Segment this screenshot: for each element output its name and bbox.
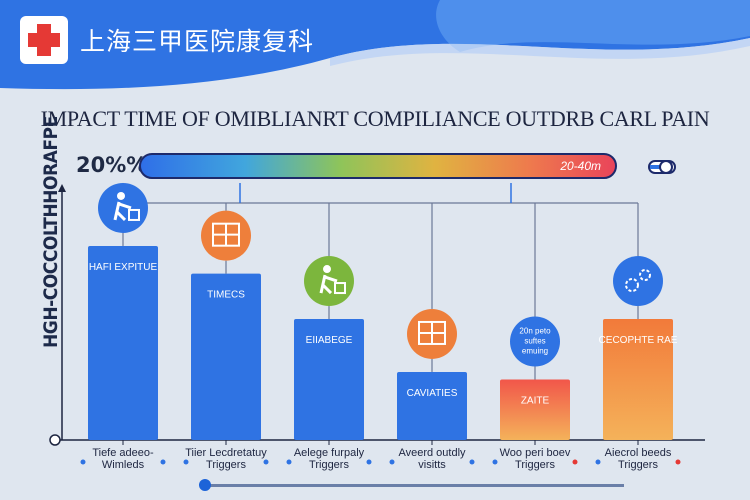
y-axis-arrow <box>58 184 66 192</box>
toggle-switch-icon[interactable] <box>648 157 676 177</box>
bar <box>603 319 673 440</box>
category-label: Woo peri boev <box>500 447 571 459</box>
marker-dot <box>263 459 269 465</box>
icon-text: 20n peto <box>519 327 551 336</box>
marker-dot <box>469 459 475 465</box>
bar <box>500 379 570 440</box>
person-exercise-icon <box>304 256 354 307</box>
marker-dot <box>160 459 166 465</box>
chart-title: IMPACT TIME OF OMIBLIANRT COMPILIANCE OU… <box>40 106 710 131</box>
hospital-logo <box>20 16 68 64</box>
brand-name: 上海三甲医院康复科 <box>80 27 315 56</box>
bottom-slider-knob[interactable] <box>199 479 211 491</box>
bar-label: CECOPHTE RAE <box>599 335 678 346</box>
marker-dot <box>572 459 578 465</box>
bottom-slider-track[interactable] <box>204 484 624 487</box>
category-label: visitts <box>418 459 446 471</box>
icon-glyph <box>117 191 125 200</box>
range-label: 20-40m <box>560 159 601 173</box>
bar-label: TIMECS <box>207 290 245 301</box>
category-label: Triggers <box>206 459 246 471</box>
icon-glyph <box>334 282 346 295</box>
icon-text: emuing <box>522 347 548 356</box>
category-label: Aiecrol beeds <box>605 447 672 459</box>
category-label: Triggers <box>309 459 349 471</box>
icon-glyph <box>128 208 140 221</box>
marker-dot <box>675 459 681 465</box>
marker-dot <box>366 459 372 465</box>
category-label: Aveerd outdly <box>398 447 466 459</box>
bar <box>294 319 364 440</box>
icon-text: suftes <box>524 337 545 346</box>
bar-label: ZAITE <box>521 396 550 407</box>
marker-dot <box>595 459 601 465</box>
category-label: Triggers <box>618 459 658 471</box>
icon-glyph <box>625 278 639 293</box>
category-label: Tiier Lecdretatuy <box>185 447 267 459</box>
x-axis-origin <box>49 434 61 446</box>
bar <box>191 273 261 440</box>
gears-icon <box>613 256 663 307</box>
bar <box>88 245 158 440</box>
marker-dot <box>80 459 86 465</box>
bar <box>397 371 467 440</box>
info-text-icon <box>510 316 560 367</box>
bar-label: HAFI EXPITUE <box>89 262 158 273</box>
bar-label: CAVIATIES <box>407 388 458 399</box>
icon-glyph <box>319 274 338 295</box>
icon-glyph <box>639 269 651 282</box>
icon-glyph <box>113 201 132 222</box>
marker-dot <box>389 459 395 465</box>
bar-label: EIIABEGE <box>306 335 353 346</box>
progress-left-label: 20%% <box>76 153 148 177</box>
category-label: Tiefe adeeo- <box>92 447 154 459</box>
marker-dot <box>286 459 292 465</box>
category-label: Triggers <box>515 459 555 471</box>
icon-glyph <box>323 265 331 274</box>
range-gradient-bar: 20-40m <box>139 153 617 179</box>
person-exercise-icon <box>98 182 148 233</box>
marker-dot <box>492 459 498 465</box>
category-label: Wimleds <box>102 459 145 471</box>
category-label: Aelege furpaly <box>294 447 365 459</box>
marker-dot <box>183 459 189 465</box>
